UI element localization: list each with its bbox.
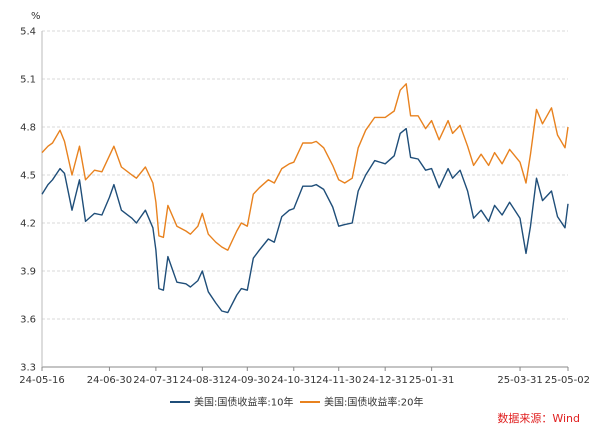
data-source-note: 数据来源：Wind	[497, 412, 580, 425]
y-tick-label: 5.4	[20, 27, 36, 38]
unit-label: %	[31, 11, 41, 22]
y-tick-label: 3.9	[20, 267, 36, 278]
x-tick-label: 25-03-31	[497, 375, 542, 386]
y-tick-label: 4.8	[20, 123, 36, 134]
gridlines	[42, 30, 568, 368]
x-tick-label: 24-10-31	[271, 375, 316, 386]
series-line-20y	[41, 83, 569, 251]
series-line-10y	[41, 127, 569, 314]
legend-label: 美国:国债收益率:10年	[194, 396, 293, 409]
x-tick-label: 24-09-30	[225, 375, 270, 386]
x-tick-label: 24-11-30	[316, 375, 361, 386]
x-axis: 24-05-16 24-06-30 24-07-31 24-08-31 24-09-30…	[19, 31, 590, 386]
legend-label: 美国:国债收益率:20年	[324, 396, 423, 409]
x-tick-label: 25-05-02	[545, 375, 590, 386]
y-tick-label: 5.1	[20, 75, 36, 86]
x-tick-label: 25-01-31	[409, 375, 454, 386]
x-tick-label: 24-05-16	[19, 375, 64, 386]
y-tick-label: 4.5	[20, 171, 36, 182]
y-tick-label: 4.2	[20, 219, 36, 230]
y-tick-label: 3.3	[20, 363, 36, 374]
x-tick-label: 24-06-30	[87, 375, 132, 386]
y-tick-label: 3.6	[20, 315, 36, 326]
x-tick-label: 24-08-31	[180, 375, 225, 386]
y-axis-ticks: 3.3 3.6 3.9 4.2 4.5 4.8 5.1 5.4	[20, 27, 36, 374]
x-tick-label: 24-12-31	[362, 375, 407, 386]
legend: 美国:国债收益率:10年 美国:国债收益率:20年	[170, 396, 423, 409]
series-lines	[41, 83, 569, 314]
x-tick-label: 24-07-31	[133, 375, 178, 386]
